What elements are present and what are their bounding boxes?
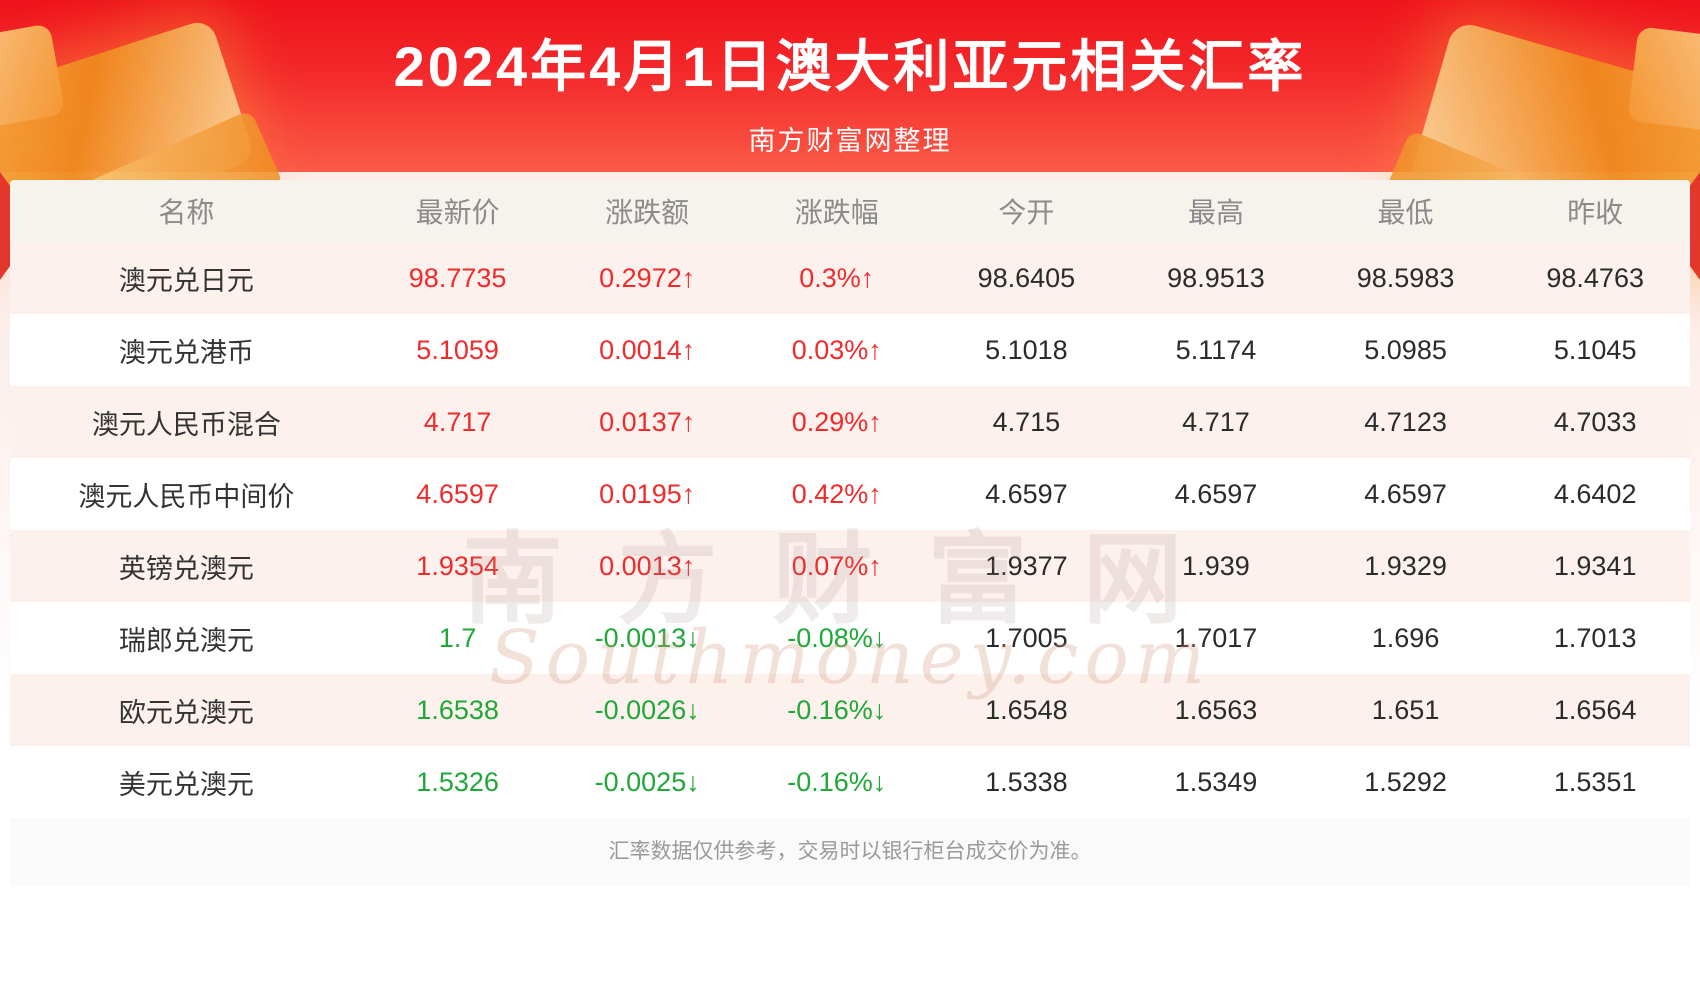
change-percent: 0.3%↑ [799,262,875,293]
pair-name: 瑞郎兑澳元 [118,625,254,656]
column-header: 涨跌额 [552,180,742,242]
high-price: 4.717 [1182,406,1250,437]
low-price: 1.5292 [1364,766,1447,797]
table-row: 瑞郎兑澳元 1.7 -0.0013↓ -0.08%↓ 1.7005 1.7017 1.696… [10,602,1690,674]
prev-close: 1.7013 [1553,622,1637,653]
table-row: 澳元人民币混合 4.717 0.0137↑ 0.29%↑ 4.715 4.717 4.712… [10,386,1690,458]
change-percent: 0.29%↑ [791,406,882,437]
table-row: 欧元兑澳元 1.6538 -0.0026↓ -0.16%↓ 1.6548 1.6563 1.… [10,674,1690,746]
low-price: 1.9329 [1364,550,1447,581]
low-price: 4.7123 [1364,406,1447,437]
pair-name: 美元兑澳元 [118,769,254,800]
open-price: 4.715 [992,406,1061,437]
banner-content: 2024年4月1日澳大利亚元相关汇率 南方财富网整理 [0,0,1700,158]
change-amount: -0.0013↓ [594,622,700,653]
column-header: 涨跌幅 [741,180,932,242]
prev-close: 4.6402 [1553,478,1637,509]
column-header: 名称 [10,180,363,242]
open-price: 1.5338 [985,766,1068,797]
change-percent: 0.03%↑ [791,334,882,365]
table-head: 名称 最新价 涨跌额 涨跌幅 今开 最高 最低 昨收 [10,180,1690,242]
latest-price: 98.7735 [408,262,507,293]
open-price: 1.7005 [985,622,1068,653]
change-percent: -0.08%↓ [787,622,887,653]
change-amount: -0.0026↓ [594,694,700,725]
latest-price: 5.1059 [416,334,499,365]
pair-name: 澳元兑日元 [118,265,254,296]
low-price: 98.5983 [1356,262,1455,293]
high-price: 5.1174 [1175,334,1257,365]
open-price: 98.6405 [977,262,1076,293]
prev-close: 1.9341 [1553,550,1637,581]
latest-price: 1.5326 [416,766,499,797]
pair-name: 澳元兑港币 [118,337,254,368]
change-amount: 0.2972↑ [599,262,696,293]
high-price: 1.5349 [1174,766,1258,797]
high-price: 1.939 [1182,550,1250,581]
disclaimer-note: 汇率数据仅供参考，交易时以银行柜台成交价为准。 [10,818,1690,886]
table-header-row: 名称 最新价 涨跌额 涨跌幅 今开 最高 最低 昨收 [10,180,1690,242]
table-row: 澳元人民币中间价 4.6597 0.0195↑ 0.42%↑ 4.6597 4.6597 4… [10,458,1690,530]
high-price: 98.9513 [1167,262,1265,293]
change-percent: 0.07%↑ [791,550,882,581]
table-row: 澳元兑日元 98.7735 0.2972↑ 0.3%↑ 98.6405 98.9513 98… [10,242,1690,314]
pair-name: 澳元人民币中间价 [78,481,295,512]
table-row: 英镑兑澳元 1.9354 0.0013↑ 0.07%↑ 1.9377 1.939 1.932… [10,530,1690,602]
prev-close: 1.5351 [1553,766,1637,797]
prev-close: 98.4763 [1546,262,1644,293]
change-amount: 0.0137↑ [599,406,696,437]
high-price: 1.6563 [1174,694,1258,725]
latest-price: 1.6538 [416,694,499,725]
prev-close: 5.1045 [1553,334,1637,365]
open-price: 1.6548 [985,694,1068,725]
change-amount: 0.0014↑ [599,334,696,365]
prev-close: 1.6564 [1553,694,1637,725]
column-header: 最新价 [362,180,553,242]
low-price: 1.696 [1371,622,1440,653]
column-header: 最高 [1121,180,1311,242]
latest-price: 4.717 [423,406,492,437]
column-header: 昨收 [1500,180,1690,242]
latest-price: 4.6597 [416,478,499,509]
rates-table: 名称 最新价 涨跌额 涨跌幅 今开 最高 最低 昨收 澳元兑日元 98.7735 0.2972↑ 0… [10,180,1690,818]
open-price: 1.9377 [985,550,1068,581]
change-percent: -0.16%↓ [787,694,887,725]
column-header: 最低 [1310,180,1501,242]
low-price: 5.0985 [1364,334,1447,365]
open-price: 5.1018 [985,334,1068,365]
page-title: 2024年4月1日澳大利亚元相关汇率 [393,35,1307,98]
page-subtitle: 南方财富网整理 [748,126,952,156]
latest-price: 1.7 [438,622,477,653]
change-amount: -0.0025↓ [594,766,700,797]
column-header: 今开 [931,180,1122,242]
pair-name: 欧元兑澳元 [118,697,254,728]
open-price: 4.6597 [985,478,1068,509]
high-price: 1.7017 [1174,622,1258,653]
latest-price: 1.9354 [416,550,499,581]
high-price: 4.6597 [1174,478,1258,509]
table-body: 澳元兑日元 98.7735 0.2972↑ 0.3%↑ 98.6405 98.9513 98… [10,242,1690,818]
change-percent: -0.16%↓ [787,766,887,797]
change-amount: 0.0195↑ [599,478,696,509]
low-price: 1.651 [1371,694,1440,725]
table-row: 澳元兑港币 5.1059 0.0014↑ 0.03%↑ 5.1018 5.1174 5.09… [10,314,1690,386]
pair-name: 澳元人民币混合 [91,409,281,440]
change-percent: 0.42%↑ [791,478,882,509]
low-price: 4.6597 [1364,478,1447,509]
prev-close: 4.7033 [1553,406,1637,437]
rates-card: 南方财富网 Southmoney.com 名称 最新价 涨跌额 涨跌幅 今开 最高 最低 昨收… [10,180,1690,886]
header-banner: 2024年4月1日澳大利亚元相关汇率 南方财富网整理 [0,0,1700,172]
table-row: 美元兑澳元 1.5326 -0.0025↓ -0.16%↓ 1.5338 1.5349 1.… [10,746,1690,818]
pair-name: 英镑兑澳元 [118,553,254,584]
change-amount: 0.0013↑ [599,550,696,581]
